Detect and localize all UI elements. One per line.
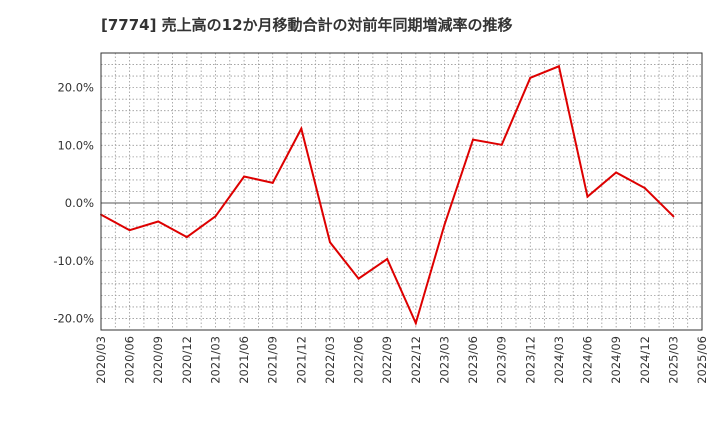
y-tick-label: -10.0% xyxy=(53,254,94,268)
x-tick-label: 2020/06 xyxy=(123,336,137,384)
data-point xyxy=(386,258,389,261)
data-point xyxy=(472,138,475,141)
y-tick-label: 20.0% xyxy=(57,81,94,95)
data-point xyxy=(529,76,532,79)
x-tick-label: 2023/09 xyxy=(495,336,509,384)
data-point xyxy=(586,195,589,198)
data-point xyxy=(185,236,188,239)
x-tick-label: 2025/06 xyxy=(695,336,709,384)
data-point xyxy=(243,175,246,178)
data-point xyxy=(214,215,217,218)
data-point xyxy=(615,171,618,174)
data-point xyxy=(672,215,675,218)
data-point xyxy=(557,65,560,68)
x-tick-label: 2021/06 xyxy=(237,336,251,384)
plot-frame xyxy=(100,52,703,331)
x-tick-label: 2022/03 xyxy=(323,336,337,384)
x-tick-label: 2024/03 xyxy=(552,336,566,384)
x-tick-label: 2024/09 xyxy=(609,336,623,384)
x-tick-label: 2020/09 xyxy=(151,336,165,384)
x-tick-label: 2024/06 xyxy=(581,336,595,384)
data-point xyxy=(414,322,417,325)
data-point xyxy=(443,223,446,226)
x-tick-label: 2021/12 xyxy=(294,336,308,384)
x-tick-label: 2023/03 xyxy=(437,336,451,384)
grid-layer xyxy=(101,53,702,330)
data-point xyxy=(157,220,160,223)
x-tick-label: 2024/12 xyxy=(638,336,652,384)
x-tick-label: 2023/06 xyxy=(466,336,480,384)
x-tick-label: 2020/03 xyxy=(94,336,108,384)
data-point xyxy=(271,181,274,184)
x-tick-label: 2023/12 xyxy=(523,336,537,384)
x-tick-label: 2021/09 xyxy=(266,336,280,384)
data-point xyxy=(300,127,303,130)
series-layer xyxy=(100,64,675,326)
x-tick-label: 2025/03 xyxy=(666,336,680,384)
x-tick-label: 2022/09 xyxy=(380,336,394,384)
x-tick-label: 2022/06 xyxy=(352,336,366,384)
data-point xyxy=(357,277,360,280)
x-tick-label: 2021/03 xyxy=(208,336,222,384)
y-tick-label: -20.0% xyxy=(53,311,94,325)
chart-title: [7774] 売上高の12か月移動合計の対前年同期増減率の推移 xyxy=(101,16,513,34)
x-tick-label: 2020/12 xyxy=(180,336,194,384)
x-tick-labels: 2020/03 2020/06 2020/09 2020/12 2021/03 2021/… xyxy=(94,336,709,384)
y-tick-labels: 20.0% 10.0% 0.0% -10.0% -20.0% xyxy=(53,81,94,326)
y-tick-label: 10.0% xyxy=(57,138,94,152)
data-point xyxy=(328,241,331,244)
x-tick-label: 2022/12 xyxy=(409,336,423,384)
data-point xyxy=(128,229,131,232)
data-point xyxy=(643,187,646,190)
y-tick-label: 0.0% xyxy=(65,196,94,210)
data-point xyxy=(500,143,503,146)
